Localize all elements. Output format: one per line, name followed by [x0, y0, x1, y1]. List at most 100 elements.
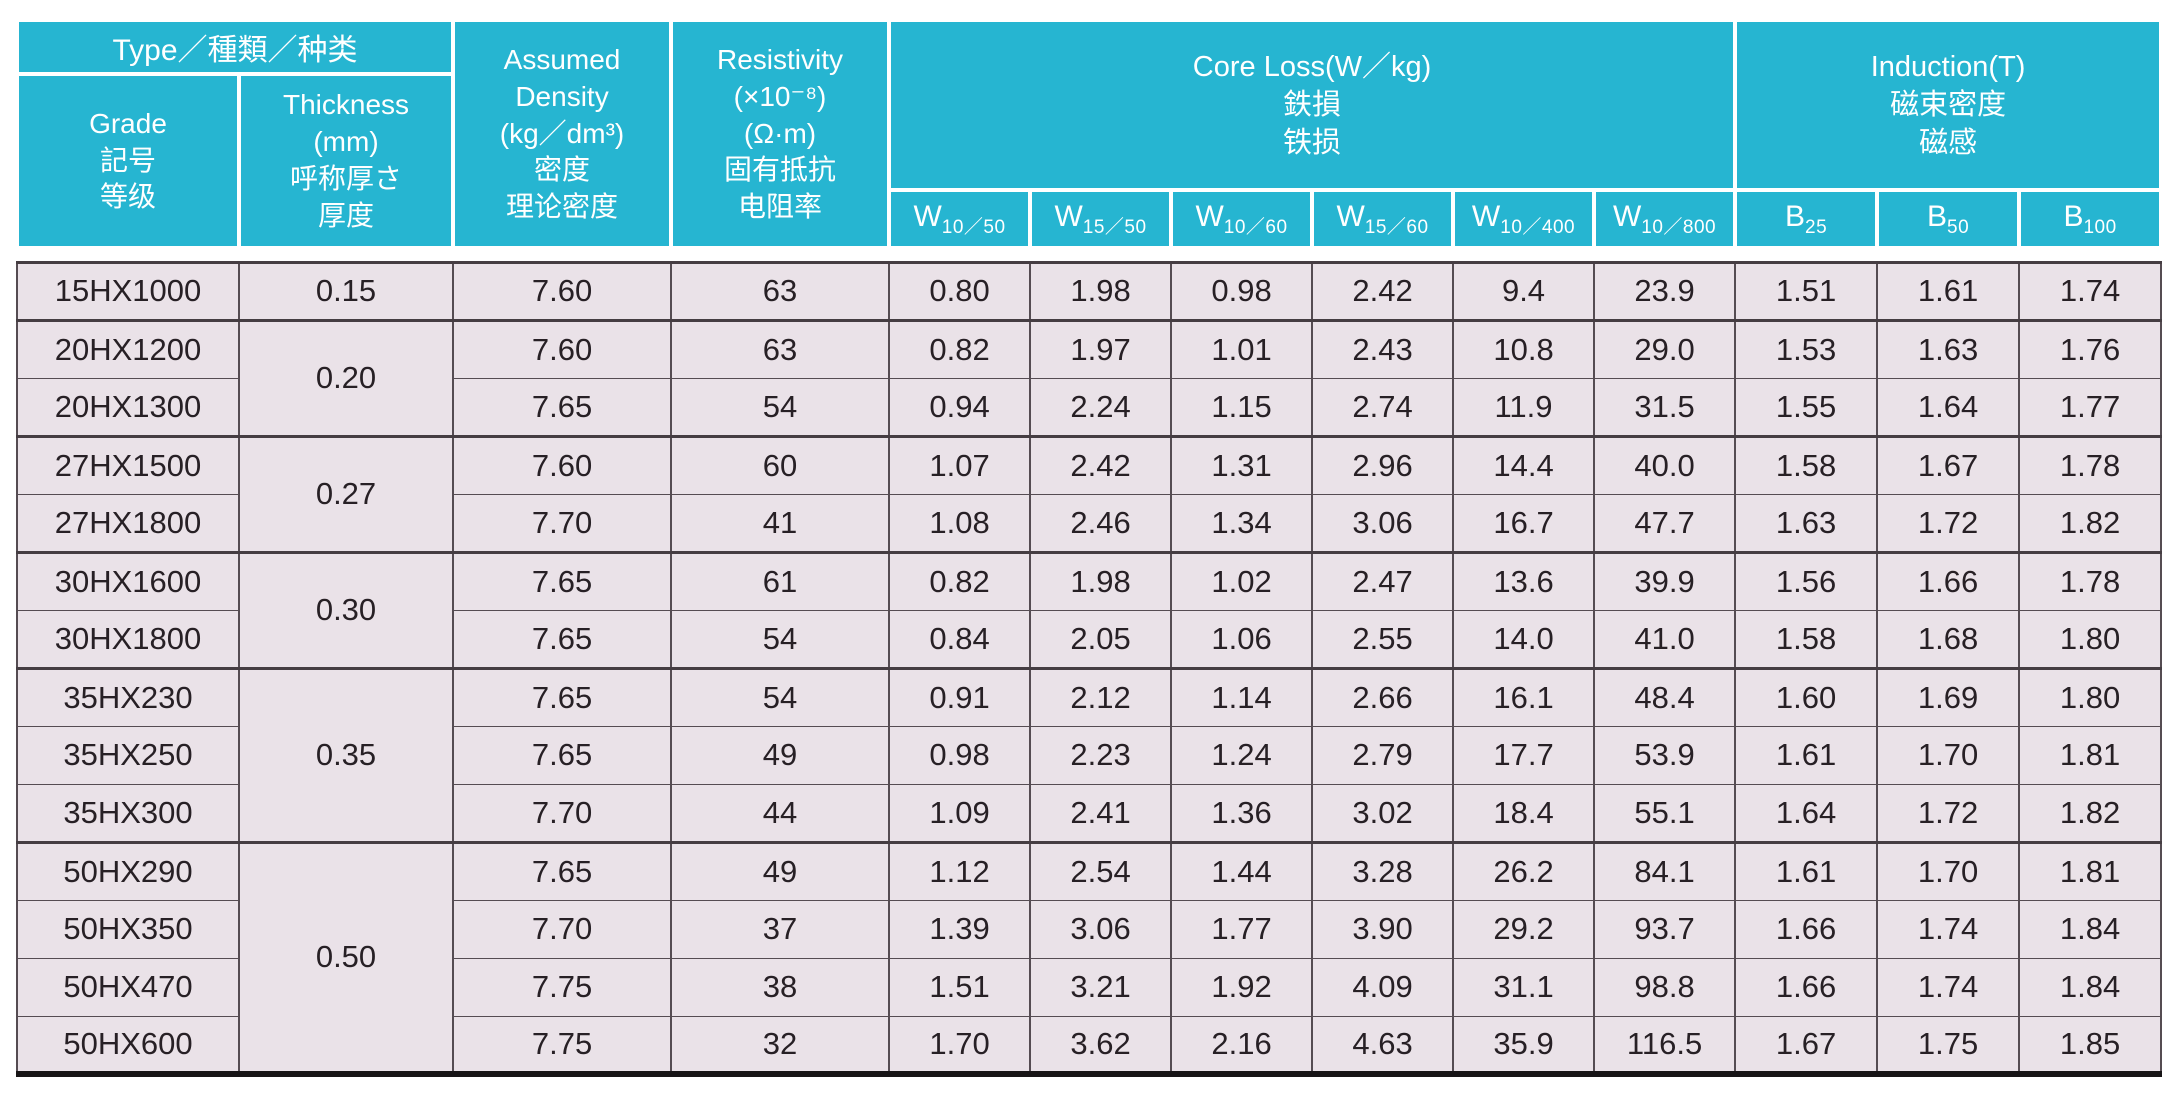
grade-cell: 50HX350 — [16, 899, 240, 959]
value-cell: 48.4 — [1593, 666, 1737, 727]
value-cell: 3.06 — [1029, 899, 1173, 959]
value-cell: 54 — [670, 666, 891, 727]
value-cell: 1.70 — [888, 1015, 1032, 1075]
value-cell: 1.58 — [1734, 434, 1879, 495]
value-cell: 1.82 — [2018, 783, 2163, 843]
col-header-b25: B25 — [1733, 188, 1880, 250]
col-header-b50: B50 — [1875, 188, 2022, 250]
col-header-induction: Induction(T) 磁束密度 磁感 — [1733, 18, 2164, 192]
grade-cell: 35HX300 — [16, 783, 240, 843]
value-cell: 2.66 — [1311, 666, 1455, 727]
table-row: 35HX230 0.35 7.65 54 0.91 2.12 1.14 2.66 16.1 48.… — [16, 666, 2163, 843]
value-cell: 7.70 — [452, 783, 673, 843]
value-cell: 1.78 — [2018, 550, 2163, 611]
value-cell: 1.36 — [1170, 783, 1314, 843]
thickness-cell: 0.35 — [237, 666, 455, 843]
spec-table: Type／種類／种类 Assumed Density (kg／dm³) 密度 理… — [14, 18, 2164, 1077]
value-cell: 1.82 — [2018, 493, 2163, 553]
value-cell: 7.65 — [452, 609, 673, 669]
value-cell: 4.63 — [1311, 1015, 1455, 1075]
value-cell: 93.7 — [1593, 899, 1737, 959]
value-cell: 47.7 — [1593, 493, 1737, 553]
value-cell: 2.23 — [1029, 725, 1173, 785]
value-cell: 7.75 — [452, 1015, 673, 1075]
table-row: 50HX290 0.50 7.65 49 1.12 2.54 1.44 3.28 26.2 84.… — [16, 840, 2163, 1075]
value-cell: 1.67 — [1734, 1015, 1879, 1075]
value-cell: 7.70 — [452, 493, 673, 553]
value-cell: 1.72 — [1876, 493, 2021, 553]
col-header-type: Type／種類／种类 — [14, 18, 456, 76]
value-cell: 1.51 — [1734, 260, 1879, 321]
value-cell: 49 — [670, 725, 891, 785]
thickness-cell: 0.15 — [237, 260, 455, 321]
value-cell: 2.74 — [1311, 377, 1455, 437]
value-cell: 54 — [670, 377, 891, 437]
value-cell: 55.1 — [1593, 783, 1737, 843]
value-cell: 14.0 — [1452, 609, 1596, 669]
table-header: Type／種類／种类 Assumed Density (kg／dm³) 密度 理… — [14, 18, 2164, 250]
value-cell: 1.97 — [1029, 318, 1173, 379]
value-cell: 3.21 — [1029, 957, 1173, 1017]
value-cell: 1.56 — [1734, 550, 1879, 611]
col-header-thickness: Thickness (mm) 呼称厚さ 厚度 — [236, 72, 456, 250]
col-header-w10-800: W10／800 — [1592, 188, 1738, 250]
value-cell: 1.31 — [1170, 434, 1314, 495]
value-cell: 41 — [670, 493, 891, 553]
value-cell: 31.1 — [1452, 957, 1596, 1017]
value-cell: 1.85 — [2018, 1015, 2163, 1075]
value-cell: 0.94 — [888, 377, 1032, 437]
grade-cell: 30HX1800 — [16, 609, 240, 669]
table-row: 30HX1600 0.30 7.65 61 0.82 1.98 1.02 2.47 13.6 39… — [16, 550, 2163, 669]
value-cell: 7.75 — [452, 957, 673, 1017]
value-cell: 1.80 — [2018, 666, 2163, 727]
value-cell: 1.68 — [1876, 609, 2021, 669]
value-cell: 1.09 — [888, 783, 1032, 843]
header-body-gap — [17, 248, 2162, 262]
value-cell: 0.98 — [1170, 260, 1314, 321]
grade-cell: 27HX1500 — [16, 434, 240, 495]
table-row: 35HX250 7.65 49 0.98 2.23 1.24 2.79 17.7 53.9 1.6… — [16, 725, 2163, 785]
value-cell: 9.4 — [1452, 260, 1596, 321]
thickness-cell: 0.50 — [237, 840, 455, 1075]
table-row: 27HX1500 0.27 7.60 60 1.07 2.42 1.31 2.96 14.4 40… — [16, 434, 2163, 553]
value-cell: 1.39 — [888, 899, 1032, 959]
value-cell: 1.61 — [1876, 260, 2021, 321]
value-cell: 7.70 — [452, 899, 673, 959]
col-header-grade: Grade 記号 等级 — [15, 72, 241, 250]
table-row: 30HX1800 7.65 54 0.84 2.05 1.06 2.55 14.0 41.0 1.… — [16, 609, 2163, 669]
value-cell: 7.65 — [452, 840, 673, 901]
value-cell: 1.61 — [1734, 840, 1879, 901]
value-cell: 2.16 — [1170, 1015, 1314, 1075]
value-cell: 1.63 — [1734, 493, 1879, 553]
value-cell: 7.60 — [452, 434, 673, 495]
value-cell: 2.47 — [1311, 550, 1455, 611]
value-cell: 3.28 — [1311, 840, 1455, 901]
value-cell: 84.1 — [1593, 840, 1737, 901]
value-cell: 7.60 — [452, 260, 673, 321]
value-cell: 1.01 — [1170, 318, 1314, 379]
value-cell: 2.12 — [1029, 666, 1173, 727]
grade-cell: 30HX1600 — [16, 550, 240, 611]
table-row: 15HX1000 0.15 7.60 63 0.80 1.98 0.98 2.42 9.4 23.… — [16, 260, 2163, 321]
value-cell: 1.72 — [1876, 783, 2021, 843]
col-header-w15-50: W15／50 — [1028, 188, 1174, 250]
value-cell: 1.92 — [1170, 957, 1314, 1017]
col-header-b100: B100 — [2017, 188, 2164, 250]
value-cell: 1.78 — [2018, 434, 2163, 495]
value-cell: 29.0 — [1593, 318, 1737, 379]
thickness-cell: 0.30 — [237, 550, 455, 669]
value-cell: 1.81 — [2018, 840, 2163, 901]
value-cell: 2.24 — [1029, 377, 1173, 437]
value-cell: 2.46 — [1029, 493, 1173, 553]
col-header-density: Assumed Density (kg／dm³) 密度 理论密度 — [451, 18, 674, 250]
value-cell: 1.12 — [888, 840, 1032, 901]
value-cell: 1.66 — [1734, 957, 1879, 1017]
value-cell: 7.65 — [452, 550, 673, 611]
col-header-w10-400: W10／400 — [1451, 188, 1597, 250]
value-cell: 41.0 — [1593, 609, 1737, 669]
spec-table-container: Type／種類／种类 Assumed Density (kg／dm³) 密度 理… — [14, 18, 2164, 1077]
thickness-cell: 0.27 — [237, 434, 455, 553]
value-cell: 53.9 — [1593, 725, 1737, 785]
table-row: 35HX300 7.70 44 1.09 2.41 1.36 3.02 18.4 55.1 1.6… — [16, 783, 2163, 843]
value-cell: 1.64 — [1734, 783, 1879, 843]
